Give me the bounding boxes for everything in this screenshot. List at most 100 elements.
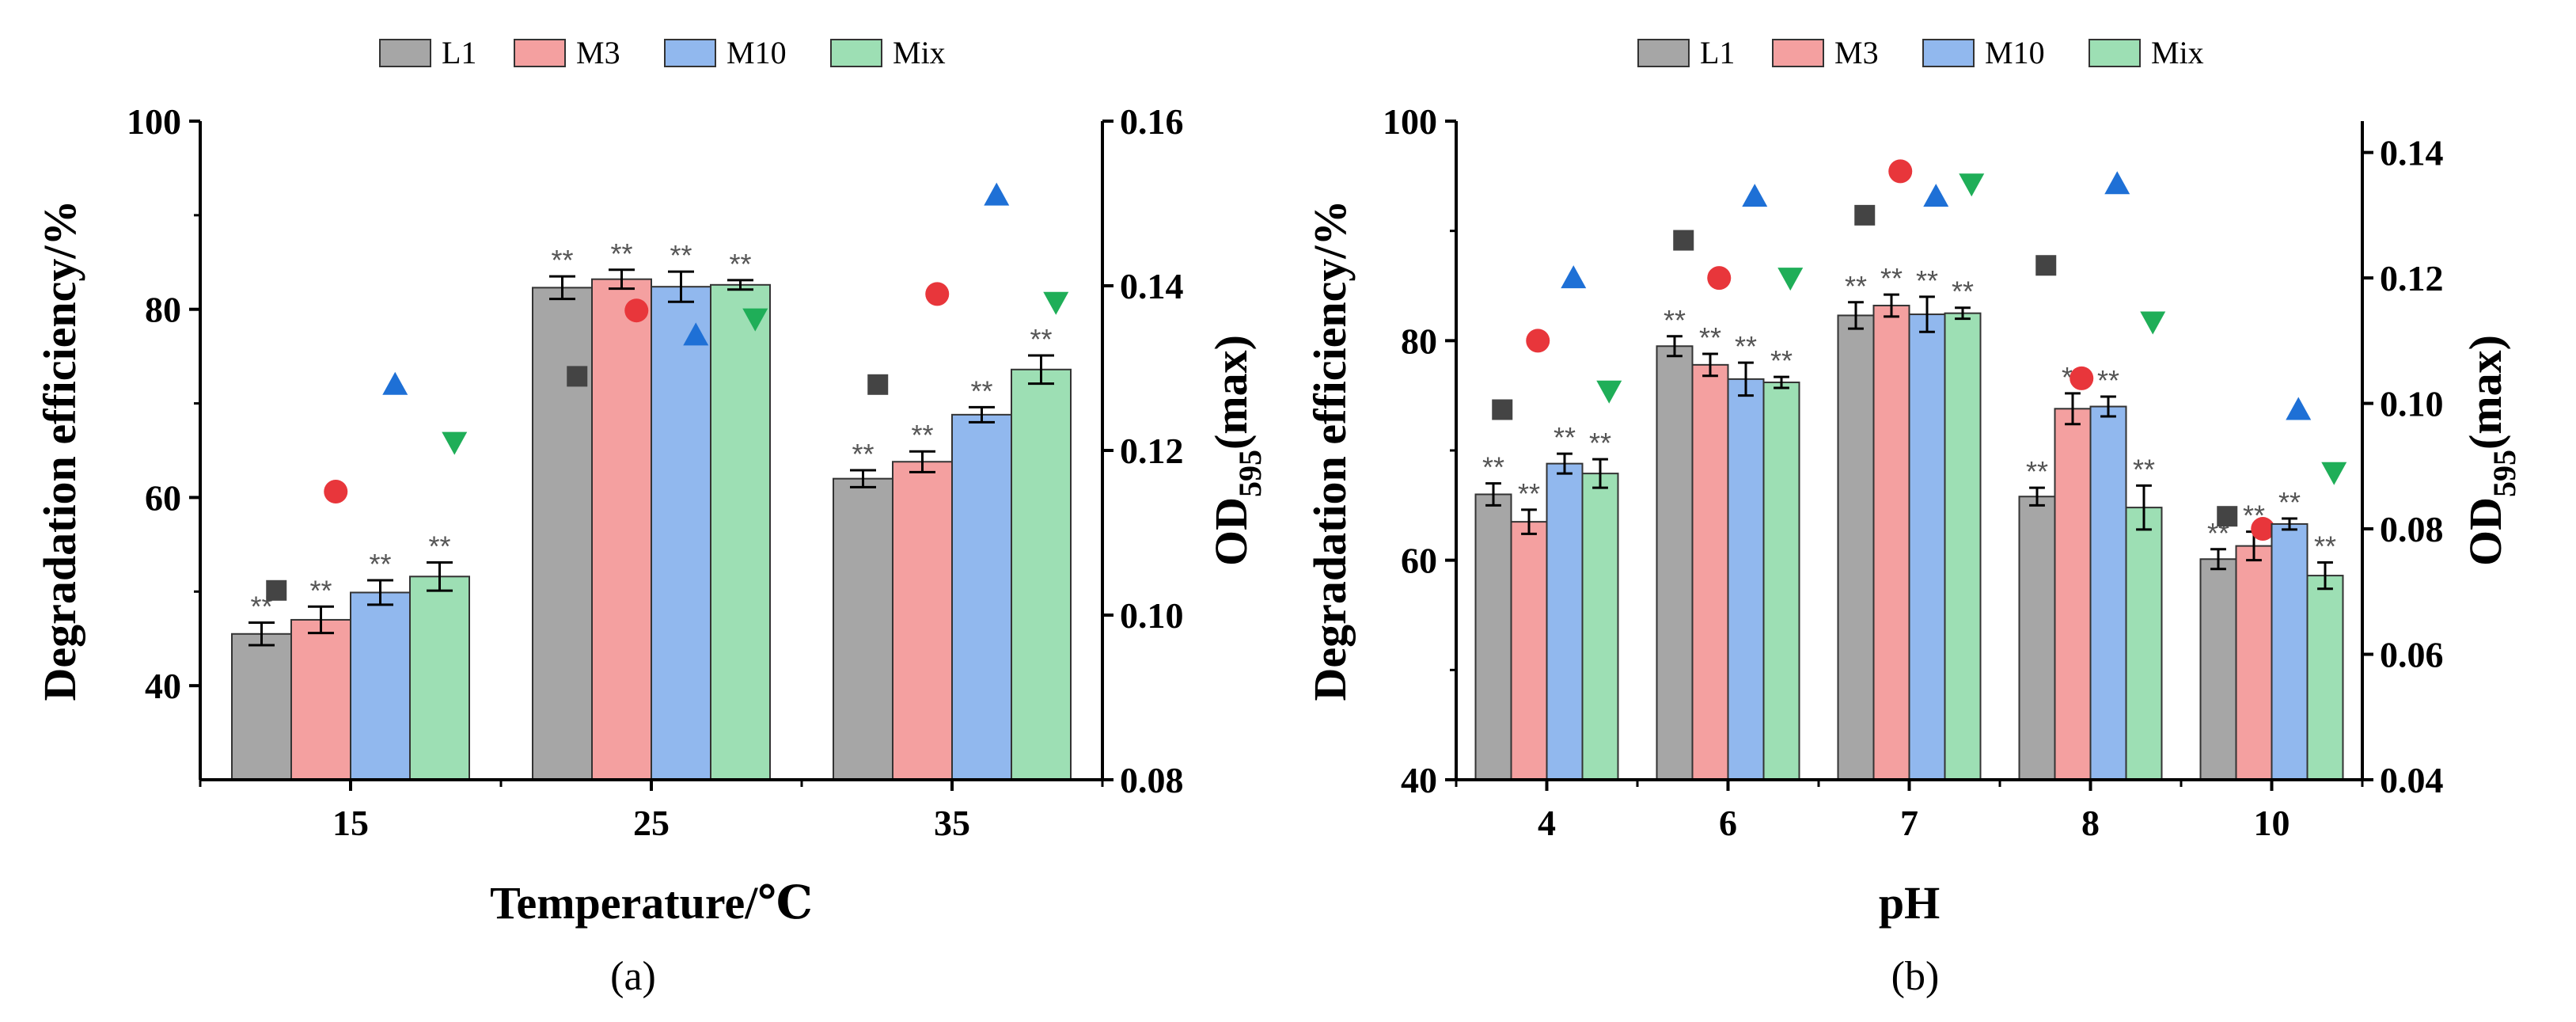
- bar-Mix-8: [2125, 507, 2163, 781]
- bar-M10-35: [951, 413, 1012, 781]
- y2-tick-label: 0.04: [2380, 760, 2444, 800]
- y2-axis-title: OD595(max): [2460, 335, 2522, 566]
- y-axis-title: Degradation efficiency/%: [34, 199, 85, 701]
- y-tick-label: 40: [1401, 760, 1437, 800]
- y-tick-label: 40: [145, 666, 181, 706]
- y2-tick-label: 0.08: [1120, 760, 1184, 800]
- od-marker-M3-35: [925, 282, 950, 306]
- od-marker-M10-8: [2104, 171, 2130, 195]
- significance-label: **: [1770, 344, 1793, 377]
- od-marker-Mix-4: [1596, 380, 1622, 404]
- significance-label: **: [1518, 477, 1540, 510]
- significance-label: **: [428, 530, 450, 562]
- od-marker-L1-35: [867, 374, 889, 395]
- bar-M10-25: [651, 286, 711, 781]
- bar-M3-25: [591, 278, 652, 781]
- x-tick-label: 7: [1900, 803, 1918, 843]
- bar-M10-8: [2089, 405, 2127, 781]
- legend-label-M3: M3: [576, 35, 620, 70]
- y2-tick-label: 0.10: [2380, 384, 2444, 424]
- panel-label: (b): [1891, 954, 1940, 999]
- x-axis-title: Temperature/℃: [490, 877, 813, 929]
- bar-M3-35: [892, 461, 953, 781]
- chart-panel-b: ********4********6********7********8****…: [1304, 35, 2522, 999]
- x-tick-label: 4: [1538, 803, 1556, 843]
- legend-label-M10: M10: [727, 35, 787, 70]
- significance-label: **: [1589, 427, 1611, 459]
- od-marker-L1-6: [1673, 230, 1694, 251]
- od-marker-Mix-8: [2140, 311, 2166, 335]
- significance-label: **: [852, 438, 874, 470]
- significance-label: **: [1880, 262, 1903, 294]
- od-marker-L1-10: [2217, 506, 2238, 527]
- od-marker-M3-10: [2251, 517, 2275, 541]
- significance-label: **: [911, 419, 933, 451]
- bar-Mix-35: [1011, 368, 1072, 781]
- x-axis-title: pH: [1879, 877, 1940, 929]
- bar-M10-4: [1546, 462, 1584, 781]
- legend-swatch-Mix: [2088, 39, 2141, 67]
- legend-label-L1: L1: [1700, 35, 1735, 70]
- od-marker-M10-6: [1742, 184, 1768, 207]
- od-marker-M10-7: [1923, 184, 1949, 207]
- od-marker-L1-15: [266, 579, 287, 601]
- y-axis-title: Degradation efficiency/%: [1304, 199, 1356, 701]
- y2-title-main: OD: [1205, 497, 1257, 566]
- significance-label: **: [1952, 275, 1974, 308]
- od-marker-L1-7: [1854, 204, 1876, 226]
- bar-M10-6: [1727, 378, 1765, 781]
- significance-label: **: [2097, 364, 2119, 397]
- od-marker-M10-15: [382, 371, 408, 395]
- od-marker-Mix-7: [1959, 173, 1985, 197]
- bar-M10-10: [2271, 522, 2309, 781]
- y2-tick-label: 0.14: [2380, 133, 2444, 173]
- od-marker-Mix-15: [442, 431, 468, 455]
- significance-label: **: [2133, 453, 2155, 485]
- bar-L1-15: [231, 633, 292, 781]
- bar-L1-25: [532, 287, 593, 781]
- significance-label: **: [1664, 304, 1686, 336]
- panel-label: (a): [610, 954, 656, 999]
- bar-L1-35: [833, 477, 893, 781]
- y-tick-label: 80: [145, 290, 181, 330]
- significance-label: **: [1699, 321, 1721, 354]
- bar-M3-10: [2235, 545, 2273, 781]
- significance-label: **: [610, 237, 632, 270]
- bar-L1-4: [1474, 493, 1512, 781]
- significance-label: **: [1735, 330, 1757, 363]
- od-marker-L1-25: [567, 366, 588, 387]
- od-marker-Mix-25: [742, 308, 768, 332]
- bar-L1-7: [1837, 314, 1875, 781]
- significance-label: **: [670, 239, 692, 272]
- od-marker-M10-4: [1561, 265, 1587, 289]
- od-marker-M10-25: [683, 322, 709, 346]
- legend-swatch-L1: [1637, 39, 1690, 67]
- x-tick-label: 25: [633, 803, 670, 843]
- legend-swatch-Mix: [830, 39, 882, 67]
- significance-label: **: [1845, 270, 1867, 302]
- bar-Mix-25: [710, 283, 771, 781]
- od-marker-M3-6: [1707, 266, 1732, 291]
- significance-label: **: [2278, 486, 2301, 519]
- od-marker-M3-8: [2070, 366, 2094, 390]
- od-marker-L1-8: [2035, 255, 2057, 276]
- significance-label: **: [309, 574, 332, 606]
- legend-swatch-M10: [664, 39, 716, 67]
- y2-title-subscript: 595: [1232, 450, 1268, 497]
- bar-Mix-7: [1944, 312, 1982, 781]
- y2-tick-label: 0.12: [1120, 431, 1184, 471]
- y2-tick-label: 0.10: [1120, 595, 1184, 636]
- legend-swatch-M10: [1922, 39, 1975, 67]
- legend-label-Mix: Mix: [893, 35, 946, 70]
- legend-label-Mix: Mix: [2151, 35, 2204, 70]
- y2-title-tail: (max): [1205, 335, 1257, 450]
- significance-label: **: [1916, 264, 1938, 297]
- od-marker-M3-4: [1526, 329, 1550, 353]
- significance-label: **: [2026, 455, 2048, 488]
- significance-label: **: [729, 248, 751, 280]
- bar-M3-4: [1510, 521, 1548, 781]
- bar-M3-6: [1691, 363, 1729, 781]
- bar-L1-10: [2199, 558, 2237, 781]
- bar-M3-7: [1872, 304, 1910, 781]
